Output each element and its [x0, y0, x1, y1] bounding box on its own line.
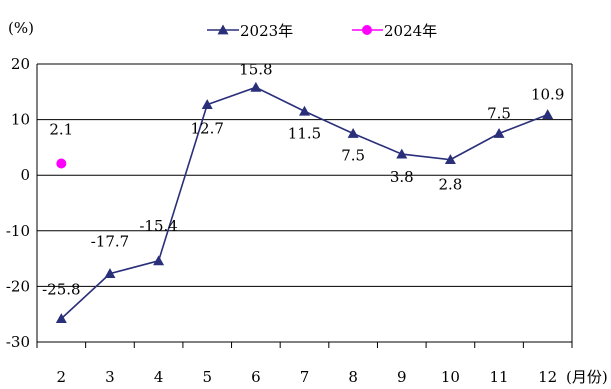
x-tick-label: 12 [538, 368, 557, 386]
data-label-2023: 3.8 [390, 168, 414, 186]
y-tick-label: -20 [6, 277, 30, 295]
data-label-2023: 10.9 [531, 86, 564, 104]
x-tick-label: 10 [441, 368, 460, 386]
data-label-2023: -15.4 [139, 217, 177, 235]
data-label-2023: 7.5 [487, 105, 511, 123]
y-unit-label: (%) [8, 19, 34, 37]
data-label-2023: 11.5 [288, 124, 321, 142]
x-unit-label: (月份) [566, 368, 608, 386]
legend: 2023年 2024年 [207, 22, 437, 40]
y-tick-label: -30 [6, 333, 30, 351]
data-label-2024: 2.1 [49, 121, 73, 139]
x-tick-label: 4 [154, 368, 164, 386]
x-tick-label: 5 [202, 368, 212, 386]
data-labels: -25.8 -17.7 -15.4 12.7 15.8 11.5 7.5 3.8 2.8 7.5 1… [42, 60, 564, 298]
data-label-2023: 15.8 [239, 60, 272, 78]
y-tick-label: -10 [6, 222, 30, 240]
data-point-2023 [396, 148, 408, 159]
data-label-2023: 2.8 [438, 176, 462, 194]
legend-marker-2023 [217, 24, 229, 35]
data-label-2023: 12.7 [191, 120, 224, 138]
data-point-2023 [250, 81, 262, 92]
x-tick-label: 7 [300, 368, 310, 386]
y-tick-label: 0 [20, 166, 30, 184]
data-point-2023 [444, 154, 456, 165]
axes: -30 -20 -10 0 10 20 2 3 4 5 6 7 8 9 10 11 12 [6, 55, 573, 386]
x-tick-label: 3 [105, 368, 115, 386]
legend-label-2024: 2024年 [384, 22, 437, 40]
x-tick-label: 9 [397, 368, 407, 386]
series-line-2023 [60, 86, 548, 320]
data-point-2023 [347, 128, 359, 138]
grid [37, 63, 572, 343]
data-point-2023 [153, 255, 165, 266]
data-point-2023 [299, 105, 310, 116]
data-label-2023: 7.5 [341, 147, 365, 165]
data-point-2023 [55, 313, 67, 324]
x-tick-label: 2 [57, 368, 67, 386]
data-point-2023 [493, 128, 505, 138]
data-label-2023: -25.8 [42, 281, 80, 299]
x-tick-label: 6 [251, 368, 261, 386]
x-tick-label: 11 [489, 368, 508, 386]
legend-label-2023: 2023年 [240, 22, 293, 40]
legend-marker-2024 [362, 25, 372, 35]
y-tick-label: 20 [11, 55, 30, 73]
data-point-2023 [542, 109, 554, 119]
y-tick-label: 10 [11, 111, 30, 129]
data-label-2023: -17.7 [91, 233, 129, 251]
x-tick-label: 8 [348, 368, 358, 386]
data-point-2024 [56, 158, 67, 169]
data-point-2023 [201, 99, 213, 109]
series-layer [55, 81, 554, 324]
data-point-2023 [104, 268, 116, 279]
